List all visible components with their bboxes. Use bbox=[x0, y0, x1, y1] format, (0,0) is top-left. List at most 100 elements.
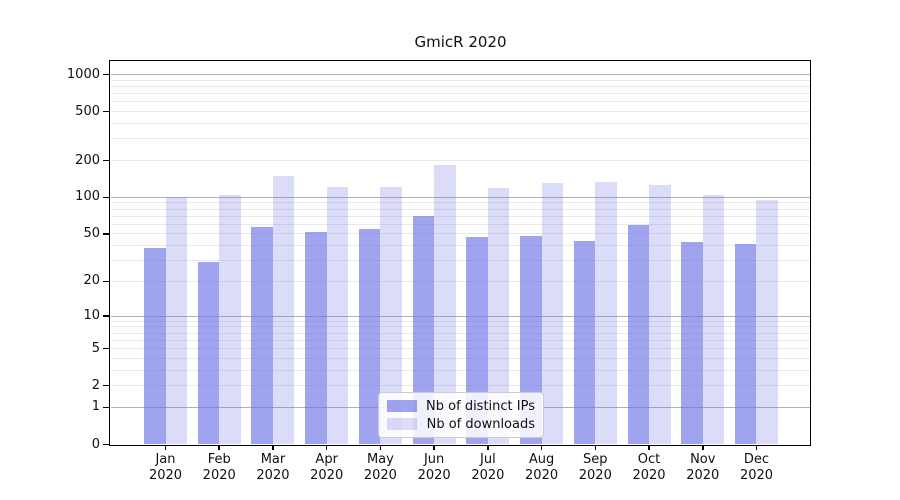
bar-distinct-ips bbox=[251, 227, 273, 445]
bar-distinct-ips bbox=[197, 262, 220, 445]
x-tick-mark bbox=[755, 445, 758, 450]
x-tick-year: 2020 bbox=[578, 467, 612, 483]
gridline-minor bbox=[111, 280, 810, 282]
gridline-minor bbox=[111, 385, 810, 387]
bar-downloads bbox=[487, 188, 510, 445]
gridline-minor bbox=[111, 93, 810, 95]
x-tick-month: Oct bbox=[637, 452, 661, 467]
x-tick-label: Dec 2020 bbox=[724, 452, 788, 483]
x-tick-mark bbox=[540, 445, 543, 450]
x-tick-month: Feb bbox=[207, 452, 231, 467]
x-tick-month: Nov bbox=[690, 452, 716, 467]
bar-downloads bbox=[541, 183, 564, 445]
x-tick-mark bbox=[164, 445, 167, 450]
chart-title: GmicR 2020 bbox=[414, 33, 507, 51]
y-tick-mark bbox=[103, 196, 109, 199]
bar-distinct-ips bbox=[412, 216, 435, 445]
x-tick-year: 2020 bbox=[686, 467, 720, 483]
x-tick-label: Jan 2020 bbox=[134, 452, 198, 483]
legend-label: Nb of downloads bbox=[426, 416, 535, 432]
x-tick-year: 2020 bbox=[632, 467, 666, 483]
x-tick-month: Sep bbox=[583, 452, 608, 467]
x-tick-label: May 2020 bbox=[348, 452, 412, 483]
gridline-minor bbox=[111, 348, 810, 350]
bar-downloads bbox=[165, 197, 187, 445]
gridline-minor bbox=[111, 215, 810, 217]
x-tick-mark bbox=[325, 445, 328, 450]
gridline-minor bbox=[111, 138, 810, 140]
gridline-minor bbox=[111, 233, 810, 235]
bar-downloads bbox=[219, 194, 241, 445]
bar-distinct-ips bbox=[627, 225, 650, 445]
bar-downloads bbox=[272, 175, 295, 445]
y-tick-mark bbox=[103, 406, 109, 409]
x-tick-year: 2020 bbox=[310, 467, 344, 483]
y-tick-mark bbox=[103, 347, 109, 350]
x-tick-mark bbox=[433, 445, 435, 450]
gridline-major bbox=[111, 315, 810, 317]
bar-downloads bbox=[702, 194, 725, 445]
x-tick-year: 2020 bbox=[739, 467, 774, 483]
y-tick-mark bbox=[103, 384, 109, 387]
x-tick-month: Jan bbox=[155, 452, 176, 467]
gridline-minor bbox=[111, 260, 810, 262]
y-tick-label: 100 bbox=[75, 189, 100, 205]
gridline-minor bbox=[111, 79, 810, 81]
legend: Nb of distinct IPs Nb of downloads bbox=[378, 392, 544, 438]
x-tick-year: 2020 bbox=[525, 467, 559, 483]
x-tick-mark bbox=[218, 445, 220, 450]
y-tick-mark bbox=[103, 280, 109, 283]
bar-downloads bbox=[595, 182, 617, 445]
y-tick-mark bbox=[103, 233, 109, 235]
gridline-minor bbox=[111, 320, 810, 322]
y-tick-label: 20 bbox=[83, 273, 100, 289]
y-tick-label: 200 bbox=[75, 152, 100, 168]
gridline-minor bbox=[111, 111, 810, 113]
y-tick-label: 0 bbox=[91, 436, 100, 452]
x-tick-mark bbox=[379, 445, 382, 450]
bar-downloads bbox=[756, 200, 778, 445]
bar-distinct-ips bbox=[573, 240, 596, 445]
gridline-minor bbox=[111, 339, 810, 341]
bar-downloads bbox=[649, 185, 671, 445]
bar-distinct-ips bbox=[734, 244, 757, 445]
legend-item-distinct-ips: Nb of distinct IPs bbox=[387, 399, 535, 414]
x-tick-label: Mar 2020 bbox=[241, 452, 305, 483]
gridline-minor bbox=[111, 160, 810, 162]
x-tick-label: Jun 2020 bbox=[402, 452, 466, 483]
gridline-major bbox=[111, 196, 810, 198]
x-tick-label: Sep 2020 bbox=[563, 452, 627, 483]
bar-distinct-ips bbox=[681, 241, 703, 445]
bar-distinct-ips bbox=[305, 231, 327, 445]
x-tick-year: 2020 bbox=[202, 467, 236, 483]
x-tick-label: Nov 2020 bbox=[671, 452, 735, 483]
legend-swatch bbox=[387, 418, 417, 430]
y-tick-label: 1000 bbox=[66, 66, 100, 82]
x-tick-month: Aug bbox=[528, 452, 555, 467]
legend-item-downloads: Nb of downloads bbox=[387, 417, 535, 432]
x-tick-year: 2020 bbox=[148, 467, 183, 483]
y-tick-label: 2 bbox=[91, 377, 100, 393]
x-tick-year: 2020 bbox=[417, 467, 451, 483]
x-tick-mark bbox=[487, 445, 489, 450]
gridline-minor bbox=[111, 326, 810, 328]
x-tick-year: 2020 bbox=[363, 467, 397, 483]
gridline-minor bbox=[111, 85, 810, 87]
x-tick-mark bbox=[702, 445, 704, 450]
x-tick-year: 2020 bbox=[471, 467, 505, 483]
x-tick-mark bbox=[272, 445, 274, 450]
x-tick-label: Feb 2020 bbox=[187, 452, 251, 483]
x-tick-month: May bbox=[366, 452, 394, 467]
bar-downloads bbox=[326, 187, 349, 445]
x-tick-label: Aug 2020 bbox=[510, 452, 574, 483]
bar-downloads bbox=[434, 164, 456, 445]
x-tick-label: Jul 2020 bbox=[456, 452, 520, 483]
y-tick-label: 50 bbox=[83, 225, 100, 241]
y-tick-label: 10 bbox=[83, 308, 100, 324]
y-tick-mark bbox=[103, 315, 109, 317]
gridline-minor bbox=[111, 101, 810, 103]
x-tick-month: Mar bbox=[260, 452, 286, 467]
bar-distinct-ips bbox=[358, 228, 381, 445]
x-tick-month: Jun bbox=[423, 452, 445, 467]
